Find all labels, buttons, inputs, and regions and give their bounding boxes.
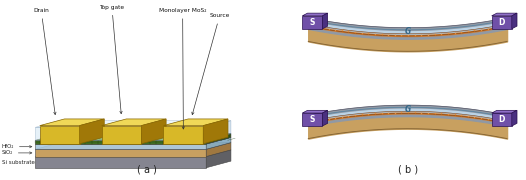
Polygon shape [40, 126, 79, 144]
Polygon shape [206, 134, 231, 144]
Polygon shape [206, 143, 231, 157]
Polygon shape [102, 126, 141, 144]
Polygon shape [206, 138, 231, 149]
Polygon shape [35, 143, 231, 149]
Text: G: G [404, 27, 411, 36]
Polygon shape [512, 110, 517, 126]
Text: Monolayer MoS₂: Monolayer MoS₂ [159, 8, 206, 129]
Polygon shape [492, 13, 517, 16]
Text: HfO₂: HfO₂ [2, 144, 32, 149]
Text: Si substrate: Si substrate [2, 160, 35, 165]
Polygon shape [302, 113, 322, 126]
Polygon shape [40, 119, 104, 126]
Polygon shape [164, 126, 203, 144]
Polygon shape [302, 16, 322, 29]
Polygon shape [35, 121, 231, 127]
Text: D: D [499, 115, 505, 124]
Polygon shape [141, 119, 166, 144]
Polygon shape [206, 150, 231, 168]
Polygon shape [322, 110, 328, 126]
Polygon shape [35, 140, 206, 144]
Polygon shape [35, 127, 206, 140]
Text: SiO₂: SiO₂ [2, 150, 32, 155]
Polygon shape [35, 144, 206, 149]
Text: G: G [404, 105, 411, 114]
Text: ( b ): ( b ) [398, 165, 418, 175]
Text: Drain: Drain [33, 8, 56, 114]
Text: Source: Source [192, 14, 230, 115]
Polygon shape [102, 119, 166, 126]
Polygon shape [206, 121, 231, 140]
Text: Top gate: Top gate [99, 5, 125, 114]
Text: S: S [310, 115, 315, 124]
Polygon shape [203, 119, 228, 144]
Text: D: D [499, 18, 505, 27]
Polygon shape [35, 157, 206, 168]
Polygon shape [35, 134, 231, 140]
Polygon shape [35, 150, 231, 157]
Polygon shape [164, 119, 228, 126]
Polygon shape [492, 16, 512, 29]
Polygon shape [35, 149, 206, 157]
Text: S: S [310, 18, 315, 27]
Polygon shape [79, 119, 104, 144]
Polygon shape [322, 13, 328, 29]
Polygon shape [512, 13, 517, 29]
Polygon shape [492, 113, 512, 126]
Text: ( a ): ( a ) [137, 165, 157, 175]
Polygon shape [302, 13, 328, 16]
Polygon shape [492, 110, 517, 113]
Polygon shape [302, 110, 328, 113]
Polygon shape [35, 138, 231, 144]
